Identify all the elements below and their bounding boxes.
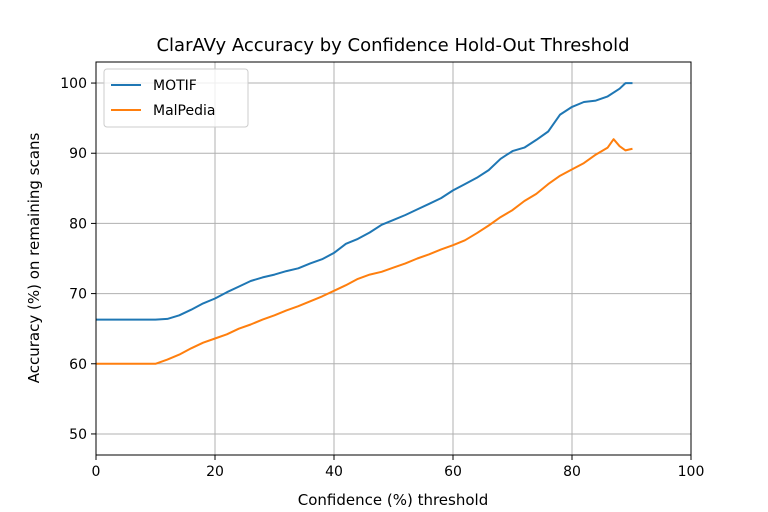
- axis-ticks: 0 20 40 60 80 100 50 60 70 80 90 100: [60, 76, 704, 480]
- x-axis-label: Confidence (%) threshold: [298, 491, 488, 509]
- x-tick-label: 0: [92, 464, 101, 480]
- chart-title: ClarAVy Accuracy by Confidence Hold-Out …: [156, 35, 629, 56]
- series-line-malpedia: [96, 138, 633, 365]
- y-tick-label: 100: [60, 76, 87, 92]
- legend: MOTIF MalPedia: [103, 68, 249, 128]
- x-tick-label: 60: [444, 464, 462, 480]
- y-axis-label: Accuracy (%) on remaining scans: [25, 133, 43, 384]
- y-tick-label: 80: [69, 216, 87, 232]
- grid-lines: [95, 62, 692, 455]
- series-layer: [96, 82, 633, 365]
- x-tick-label: 100: [678, 464, 705, 480]
- x-tick-label: 80: [563, 464, 581, 480]
- y-tick-label: 60: [69, 357, 87, 373]
- plot-frame: [95, 61, 692, 456]
- y-tick-label: 90: [69, 146, 87, 162]
- x-tick-label: 20: [206, 464, 224, 480]
- y-tick-label: 50: [69, 427, 87, 443]
- legend-label-malpedia: MalPedia: [153, 103, 215, 119]
- x-tick-label: 40: [325, 464, 343, 480]
- legend-label-motif: MOTIF: [153, 78, 197, 94]
- y-tick-label: 70: [69, 287, 87, 303]
- series-line-motif: [96, 82, 633, 321]
- legend-box: [103, 68, 249, 128]
